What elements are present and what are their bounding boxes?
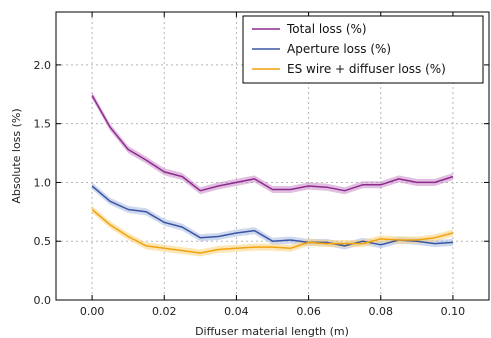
legend-label: Total loss (%) bbox=[286, 22, 367, 36]
legend-label: ES wire + diffuser loss (%) bbox=[287, 62, 446, 76]
y-tick-label: 0.5 bbox=[34, 235, 52, 248]
x-tick-label: 0.02 bbox=[152, 305, 177, 318]
legend: Total loss (%) Aperture loss (%) ES wire +… bbox=[243, 16, 483, 83]
y-tick-label: 1.0 bbox=[34, 176, 52, 189]
x-axis-label: Diffuser material length (m) bbox=[195, 325, 349, 338]
x-tick-label: 0.06 bbox=[296, 305, 321, 318]
x-tick-label: 0.10 bbox=[441, 305, 466, 318]
legend-label: Aperture loss (%) bbox=[287, 42, 391, 56]
y-tick-label: 2.0 bbox=[34, 59, 52, 72]
x-tick-label: 0.00 bbox=[80, 305, 105, 318]
y-tick-label: 1.5 bbox=[34, 118, 52, 131]
x-tick-label: 0.04 bbox=[224, 305, 249, 318]
y-tick-label: 0.0 bbox=[34, 294, 52, 307]
x-tick-label: 0.08 bbox=[369, 305, 394, 318]
y-axis-label: Absolute loss (%) bbox=[10, 108, 23, 203]
